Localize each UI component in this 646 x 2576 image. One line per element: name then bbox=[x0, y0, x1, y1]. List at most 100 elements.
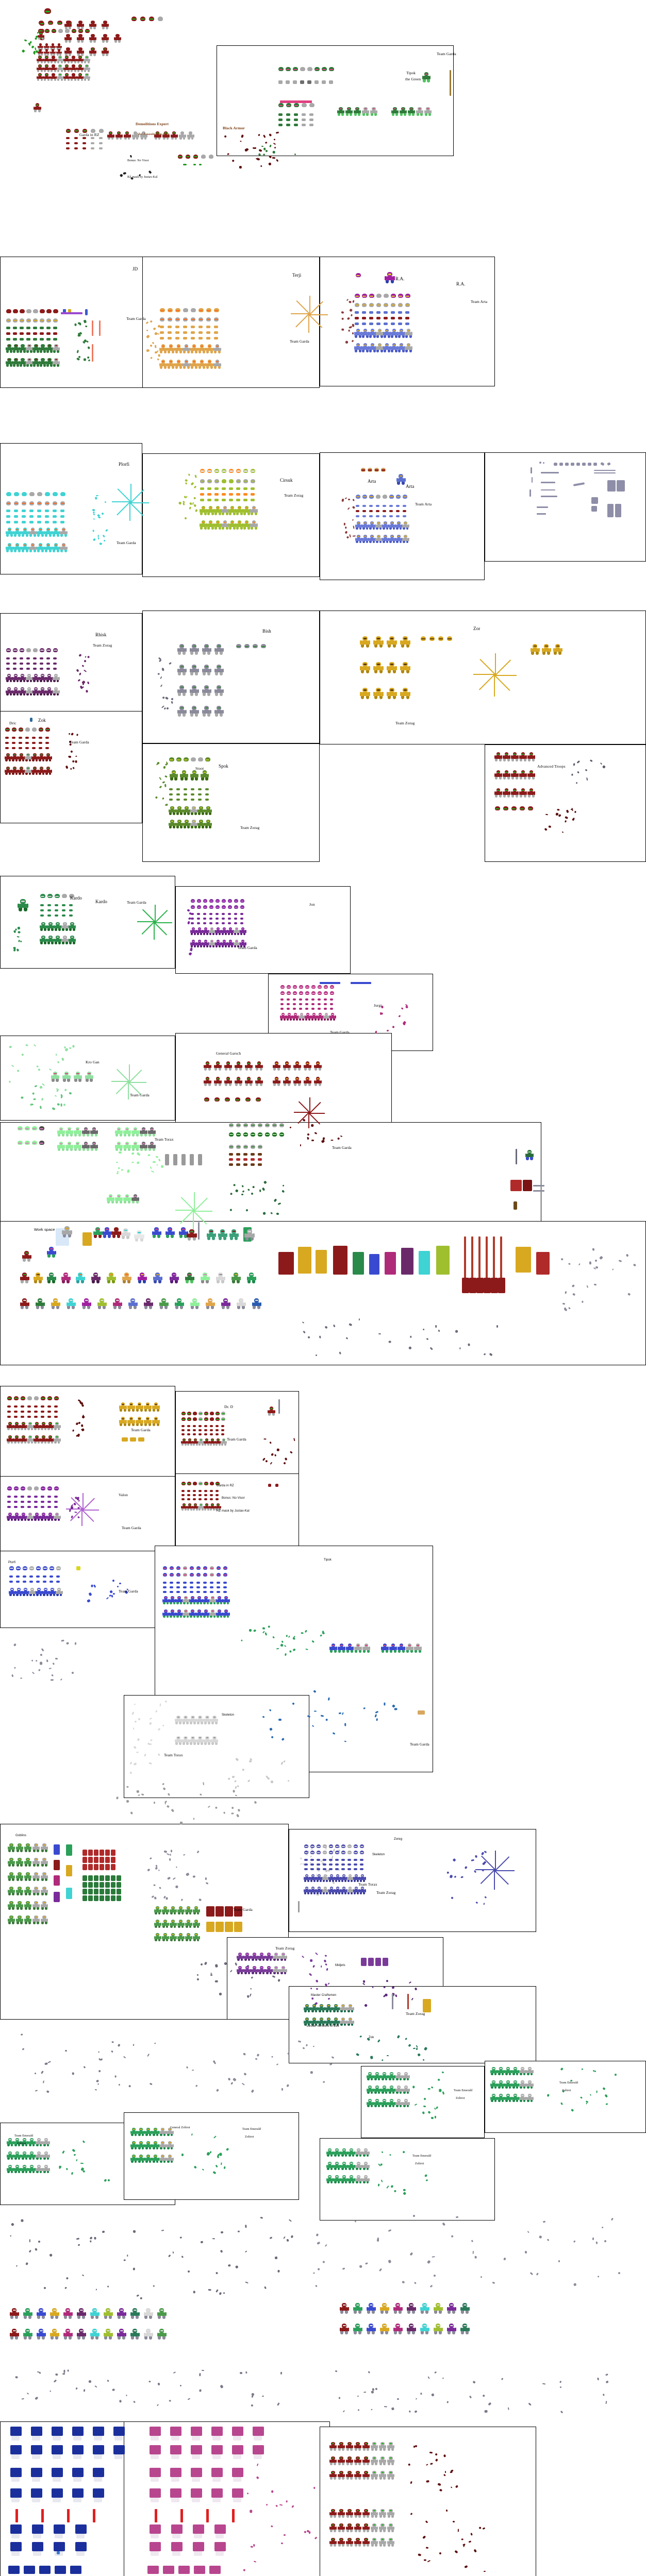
sprite-debris bbox=[501, 2377, 504, 2380]
sprite-character bbox=[337, 2538, 345, 2547]
sprite-debris bbox=[236, 493, 240, 496]
sprite-character bbox=[25, 344, 34, 353]
sprite-character bbox=[50, 49, 56, 56]
sprite-debris bbox=[152, 1161, 156, 1163]
sprite-character bbox=[460, 2324, 470, 2334]
sprite-character bbox=[152, 2128, 159, 2137]
sprite-debris bbox=[100, 1889, 104, 1894]
sprite-character bbox=[39, 674, 46, 683]
sprite-debris bbox=[163, 1591, 167, 1593]
sprite-debris bbox=[405, 317, 409, 319]
sprite-debris bbox=[183, 1586, 187, 1588]
sprite-character bbox=[192, 1920, 200, 1928]
sprite-debris bbox=[484, 1278, 491, 1293]
sprite-debris bbox=[39, 747, 42, 749]
sprite-label: Garda in RZ bbox=[217, 1484, 234, 1487]
sprite-debris bbox=[112, 2388, 115, 2391]
sprite-debris bbox=[243, 2052, 246, 2056]
sprite-character bbox=[15, 1901, 24, 1910]
sprite-head bbox=[299, 985, 303, 989]
sprite-character bbox=[18, 767, 25, 775]
sprite-debris bbox=[322, 2081, 325, 2083]
sprite-character bbox=[21, 543, 29, 553]
sprite-head bbox=[214, 317, 219, 321]
sprite-head bbox=[210, 1573, 214, 1577]
sprite-character bbox=[76, 56, 84, 64]
sprite-debris bbox=[251, 1163, 255, 1166]
sprite-debris bbox=[304, 1859, 308, 1861]
sprite-debris bbox=[434, 2371, 437, 2374]
sprite-debris bbox=[222, 493, 226, 496]
sprite-character bbox=[242, 520, 251, 530]
sprite-debris bbox=[342, 2267, 345, 2270]
sprite-character bbox=[196, 1716, 204, 1724]
sprite-debris bbox=[293, 998, 296, 1001]
sprite-head bbox=[362, 303, 367, 307]
sprite-character bbox=[52, 528, 60, 537]
sprite-debris bbox=[335, 1868, 339, 1870]
sprite-debris bbox=[241, 1185, 244, 1188]
sprite-debris bbox=[32, 2498, 40, 2502]
sprite-debris bbox=[111, 1864, 115, 1870]
sprite-character bbox=[32, 1858, 40, 1867]
sprite-character bbox=[36, 56, 44, 64]
sprite-debris bbox=[183, 1854, 186, 1856]
sprite-head bbox=[26, 309, 31, 314]
sprite-head bbox=[384, 294, 389, 298]
sprite-head bbox=[369, 495, 374, 499]
sprite-head bbox=[65, 29, 70, 33]
sprite-debris bbox=[414, 2282, 417, 2284]
sprite-head bbox=[198, 308, 204, 313]
sprite-debris bbox=[238, 1808, 241, 1812]
sprite-debris bbox=[335, 1859, 339, 1861]
sprite-character bbox=[56, 56, 64, 64]
sprite-character bbox=[203, 1061, 212, 1071]
sprite-debris bbox=[171, 2477, 179, 2482]
sprite-debris bbox=[40, 909, 44, 911]
sprite-bar bbox=[533, 1185, 544, 1187]
sprite-debris bbox=[196, 1586, 200, 1588]
sprite-character bbox=[366, 2303, 376, 2314]
sprite-debris bbox=[54, 1496, 58, 1498]
sprite-character bbox=[182, 360, 191, 369]
sprite-character bbox=[389, 1643, 397, 1653]
sprite-debris bbox=[56, 1575, 60, 1578]
sprite-character bbox=[208, 940, 216, 947]
sprite-panel bbox=[142, 743, 320, 862]
sprite-debris bbox=[403, 510, 406, 512]
sprite-head bbox=[58, 29, 63, 33]
sprite-debris bbox=[40, 338, 44, 341]
sprite-panel bbox=[320, 452, 485, 580]
sprite-debris bbox=[187, 1490, 190, 1492]
sprite-debris bbox=[230, 1812, 234, 1815]
sprite-debris bbox=[40, 663, 43, 665]
sprite-debris bbox=[183, 164, 187, 165]
sprite-character bbox=[39, 922, 47, 931]
sprite-head bbox=[210, 1417, 214, 1421]
sprite-debris bbox=[45, 737, 49, 739]
sprite-debris bbox=[54, 1844, 60, 1855]
sprite-debris bbox=[150, 2488, 161, 2498]
sprite-debris bbox=[178, 2566, 190, 2574]
sprite-debris bbox=[310, 1859, 314, 1861]
sprite-debris bbox=[204, 1429, 207, 1431]
sprite-character bbox=[375, 535, 383, 544]
sprite-debris bbox=[216, 1906, 224, 1917]
sprite-debris bbox=[338, 1712, 341, 1714]
sprite-debris bbox=[31, 2468, 42, 2477]
sprite-debris bbox=[287, 998, 290, 1001]
sprite-debris bbox=[169, 793, 173, 795]
sprite-character bbox=[323, 1013, 330, 1021]
sprite-character bbox=[236, 1298, 246, 1309]
sprite-character bbox=[131, 1142, 139, 1151]
sprite-debris bbox=[361, 1958, 367, 1966]
sprite-debris bbox=[405, 311, 409, 314]
sprite-character bbox=[197, 344, 206, 354]
sprite-character bbox=[339, 2303, 349, 2314]
sprite-character bbox=[175, 806, 184, 815]
sprite-debris bbox=[30, 718, 32, 722]
sprite-debris bbox=[9, 1581, 13, 1583]
sprite-debris bbox=[214, 499, 219, 501]
sprite-debris bbox=[211, 2468, 223, 2477]
sprite-debris bbox=[171, 2542, 183, 2551]
